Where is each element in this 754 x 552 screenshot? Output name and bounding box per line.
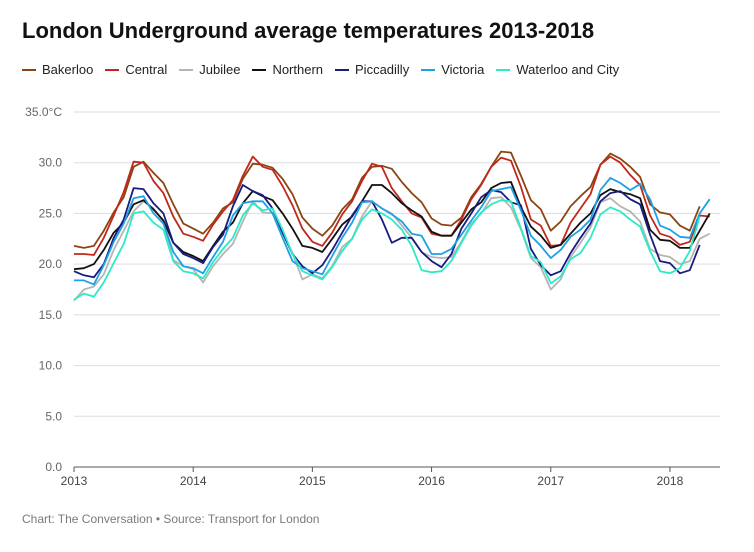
- legend-label: Central: [125, 62, 168, 77]
- series-line-victoria: [74, 176, 711, 286]
- legend-item: Bakerloo: [22, 62, 93, 77]
- legend-item: Victoria: [421, 62, 484, 77]
- legend: Bakerloo Central Jubilee Northern Piccadilly…: [22, 62, 631, 77]
- x-tick-label: 2015: [299, 474, 326, 488]
- legend-label: Victoria: [441, 62, 485, 77]
- x-tick-label: 2017: [537, 474, 564, 488]
- legend-item: Piccadilly: [335, 62, 409, 77]
- x-tick-label: 2014: [180, 474, 207, 488]
- x-tick-label: 2016: [418, 474, 445, 488]
- y-tick-label: 20.0: [39, 257, 63, 271]
- legend-label: Northern: [272, 62, 324, 77]
- series-line-central: [74, 155, 710, 256]
- legend-swatch: [105, 68, 120, 71]
- legend-swatch: [421, 68, 436, 71]
- legend-swatch: [496, 68, 511, 71]
- y-unit-label: 35.0°C: [25, 105, 62, 119]
- y-tick-label: 15.0: [39, 308, 63, 322]
- chart-source: Chart: The Conversation • Source: Transp…: [22, 512, 320, 526]
- legend-item: Waterloo and City: [496, 62, 619, 77]
- legend-item: Central: [105, 62, 167, 77]
- x-tick-label: 2013: [61, 474, 88, 488]
- y-tick-label: 10.0: [39, 359, 63, 373]
- legend-swatch: [179, 68, 194, 71]
- legend-swatch: [335, 68, 350, 71]
- y-tick-label: 25.0: [39, 206, 63, 220]
- legend-label: Jubilee: [199, 62, 241, 77]
- series-line-piccadilly: [73, 184, 701, 279]
- legend-label: Bakerloo: [42, 62, 94, 77]
- legend-swatch: [22, 68, 36, 71]
- y-tick-label: 30.0: [39, 156, 63, 170]
- legend-item: Northern: [252, 62, 323, 77]
- y-tick-label: 0.0: [45, 460, 62, 474]
- chart-title: London Underground average temperatures …: [22, 18, 595, 43]
- series-line-bakerloo: [73, 150, 701, 249]
- legend-item: Jubilee: [179, 62, 240, 77]
- legend-label: Waterloo and City: [516, 62, 620, 77]
- legend-swatch: [252, 68, 267, 71]
- series-line-waterloo-and-city: [73, 199, 701, 301]
- legend-label: Piccadilly: [355, 62, 410, 77]
- y-tick-label: 5.0: [45, 409, 62, 423]
- x-tick-label: 2018: [657, 474, 684, 488]
